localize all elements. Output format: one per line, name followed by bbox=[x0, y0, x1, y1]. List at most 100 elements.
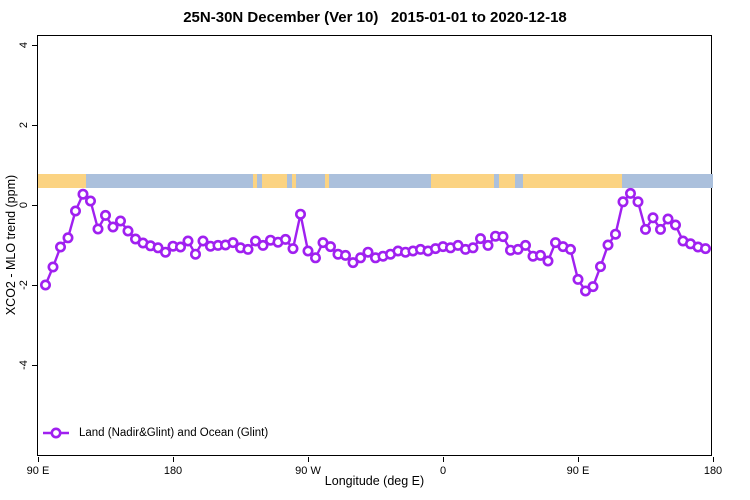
band-segment-ocean bbox=[86, 174, 253, 188]
data-point-marker bbox=[669, 219, 681, 231]
y-tick-mark bbox=[32, 44, 37, 46]
data-point-marker bbox=[324, 241, 336, 253]
data-point-marker bbox=[632, 196, 644, 208]
y-tick-mark bbox=[32, 284, 37, 286]
band-segment-ocean bbox=[494, 174, 499, 188]
data-point-marker bbox=[662, 213, 674, 225]
y-tick-mark bbox=[32, 124, 37, 126]
y-tick-label: 2 bbox=[18, 121, 30, 129]
data-point-marker bbox=[572, 273, 584, 285]
data-point-marker bbox=[122, 225, 134, 237]
data-point-marker bbox=[654, 223, 666, 235]
data-point-marker bbox=[587, 281, 599, 293]
data-point-marker bbox=[624, 187, 636, 199]
band-segment-land bbox=[522, 174, 622, 188]
data-point-marker bbox=[609, 228, 621, 240]
chart-title: 25N-30N December (Ver 10) 2015-01-01 to … bbox=[183, 9, 567, 26]
data-point-marker bbox=[542, 255, 554, 267]
band-segment-land bbox=[324, 174, 329, 188]
data-point-marker bbox=[227, 237, 239, 249]
band-segment-land bbox=[291, 174, 296, 188]
data-point-marker bbox=[362, 246, 374, 258]
legend: Land (Nadir&Glint) and Ocean (Glint) bbox=[42, 425, 268, 441]
data-point-marker bbox=[54, 241, 66, 253]
data-point-marker bbox=[40, 279, 51, 291]
x-tick-mark bbox=[712, 457, 714, 462]
data-point-marker bbox=[617, 196, 629, 208]
data-point-marker bbox=[175, 241, 187, 253]
data-point-marker bbox=[294, 208, 306, 220]
x-tick-label: 90 W bbox=[295, 465, 321, 477]
data-point-marker bbox=[287, 243, 299, 255]
data-point-marker bbox=[309, 252, 321, 264]
y-axis-label: XCO2 - MLO trend (ppm) bbox=[4, 174, 18, 316]
data-point-marker bbox=[92, 223, 104, 235]
data-point-marker bbox=[354, 252, 366, 264]
band-segment-land bbox=[38, 174, 86, 188]
data-point-marker bbox=[257, 239, 269, 251]
data-series-line bbox=[40, 187, 711, 297]
band-segment-ocean bbox=[296, 174, 325, 188]
data-point-marker bbox=[302, 245, 314, 257]
data-point-marker bbox=[647, 212, 659, 224]
band-segment-land bbox=[498, 174, 515, 188]
data-point-marker bbox=[99, 209, 111, 221]
data-point-marker bbox=[534, 249, 546, 261]
x-tick-mark bbox=[172, 457, 174, 462]
data-point-marker bbox=[497, 231, 509, 243]
data-point-marker bbox=[474, 233, 486, 245]
data-point-marker bbox=[197, 235, 209, 247]
data-point-marker bbox=[107, 221, 119, 233]
x-tick-mark bbox=[577, 457, 579, 462]
x-tick-mark bbox=[442, 457, 444, 462]
data-point-marker bbox=[564, 243, 576, 255]
data-point-marker bbox=[699, 243, 711, 255]
data-point-marker bbox=[467, 242, 479, 254]
x-tick-label: 90 E bbox=[26, 465, 50, 477]
y-tick-mark bbox=[32, 204, 37, 206]
plot-area: 90 E 180 90 W 0 90 E 180 4 2 0 -2 -4 Land (Nadir&G… bbox=[18, 35, 722, 477]
data-point-marker bbox=[639, 223, 651, 235]
data-point-marker bbox=[77, 188, 89, 200]
data-point-marker bbox=[339, 249, 351, 261]
data-point-marker bbox=[69, 205, 81, 217]
data-point-marker bbox=[115, 215, 127, 227]
x-tick-label: 180 bbox=[163, 465, 183, 477]
legend-line-marker-icon bbox=[43, 427, 69, 439]
data-point-marker bbox=[160, 246, 172, 258]
data-point-marker bbox=[47, 261, 59, 273]
land-ocean-band bbox=[38, 174, 713, 188]
band-segment-land bbox=[252, 174, 257, 188]
data-point-marker bbox=[594, 261, 606, 273]
data-point-marker bbox=[62, 232, 74, 244]
y-tick-mark bbox=[32, 364, 37, 366]
band-segment-ocean bbox=[257, 174, 262, 188]
band-segment-land bbox=[261, 174, 287, 188]
y-tick-label: 0 bbox=[18, 201, 30, 209]
y-tick-label: 4 bbox=[18, 41, 30, 49]
band-segment-ocean bbox=[621, 174, 713, 188]
legend-label: Land (Nadir&Glint) and Ocean (Glint) bbox=[79, 427, 269, 439]
y-tick-label: -2 bbox=[18, 280, 30, 290]
band-segment-land bbox=[431, 174, 494, 188]
x-tick-label: 180 bbox=[703, 465, 723, 477]
data-point-marker bbox=[602, 239, 614, 251]
band-segment-ocean bbox=[515, 174, 523, 188]
data-point-marker bbox=[190, 248, 202, 260]
band-segment-ocean bbox=[287, 174, 292, 188]
data-point-marker bbox=[482, 239, 494, 251]
data-point-marker bbox=[182, 235, 194, 247]
x-tick-label: 90 E bbox=[566, 465, 590, 477]
data-point-marker bbox=[347, 257, 359, 269]
x-tick-label: 0 bbox=[439, 465, 447, 477]
data-point-marker bbox=[280, 233, 292, 245]
data-point-marker bbox=[519, 239, 531, 251]
x-tick-mark bbox=[307, 457, 309, 462]
data-point-marker bbox=[242, 243, 254, 255]
x-tick-mark bbox=[37, 457, 39, 462]
band-segment-ocean bbox=[329, 174, 431, 188]
data-point-marker bbox=[84, 195, 96, 207]
y-tick-label: -4 bbox=[18, 360, 30, 370]
x-axis-label: Longitude (deg E) bbox=[324, 474, 425, 488]
